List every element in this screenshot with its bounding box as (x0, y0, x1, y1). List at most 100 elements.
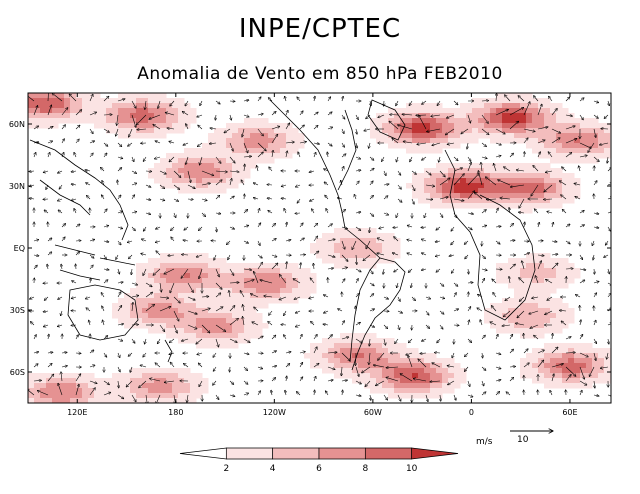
anomaly-cell (382, 363, 389, 369)
anomaly-cell (64, 388, 71, 394)
wind-vector (341, 180, 343, 186)
wind-vector (313, 125, 318, 130)
wind-vector (481, 269, 487, 270)
anomaly-cell (280, 273, 287, 279)
anomaly-cell (124, 123, 131, 129)
anomaly-cell (214, 278, 221, 284)
anomaly-cell (46, 398, 53, 403)
anomaly-cell (598, 353, 605, 359)
anomaly-cell (148, 93, 155, 99)
anomaly-cell (490, 183, 497, 189)
anomaly-cell (148, 293, 155, 299)
anomaly-cell (238, 298, 245, 304)
anomaly-cell (340, 233, 347, 239)
anomaly-cell (226, 333, 233, 339)
anomaly-cell (172, 263, 179, 269)
wind-vector (516, 170, 525, 171)
anomaly-cell (232, 173, 239, 179)
anomaly-cell (238, 333, 245, 339)
anomaly-cell (172, 388, 179, 394)
wind-vector (482, 380, 484, 386)
anomaly-cell (310, 243, 317, 249)
anomaly-cell (604, 373, 611, 379)
wind-vector (411, 282, 412, 288)
anomaly-cell (550, 288, 557, 294)
wind-vector (103, 225, 109, 227)
anomaly-cell (172, 278, 179, 284)
wind-vector (425, 297, 431, 299)
wind-vector (168, 255, 175, 256)
anomaly-cell (46, 393, 53, 399)
anomaly-cell (538, 308, 545, 314)
anomaly-cell (586, 368, 593, 374)
anomaly-cell (580, 368, 587, 374)
anomaly-cell (538, 353, 545, 359)
anomaly-cell (58, 398, 65, 403)
wind-vector (413, 379, 427, 382)
anomaly-cell (178, 278, 185, 284)
anomaly-cell (508, 323, 515, 329)
anomaly-cell (538, 323, 545, 329)
anomaly-cell (118, 318, 125, 324)
wind-vector (467, 191, 475, 200)
anomaly-cell (130, 93, 137, 99)
anomaly-cell (256, 138, 263, 144)
anomaly-cell (322, 353, 329, 359)
wind-vector (565, 366, 576, 376)
wind-vector (439, 282, 444, 286)
wind-vector (243, 156, 252, 157)
wind-vector (481, 366, 486, 371)
wind-vector (284, 310, 287, 316)
anomaly-cell (190, 338, 197, 344)
anomaly-cell (106, 378, 113, 384)
wind-vector (117, 142, 122, 147)
anomaly-cell (94, 383, 101, 389)
anomaly-cell (502, 163, 509, 169)
wind-vector (327, 254, 335, 257)
anomaly-cell (154, 283, 161, 289)
anomaly-cell (280, 278, 287, 284)
anomaly-cell (334, 368, 341, 374)
anomaly-cell (262, 133, 269, 139)
wind-vector (118, 268, 120, 274)
wind-vector (33, 105, 38, 116)
anomaly-cell (406, 138, 413, 144)
wind-vector (551, 108, 557, 116)
anomaly-cell (34, 373, 41, 379)
anomaly-cell (562, 118, 569, 124)
anomaly-cell (136, 313, 143, 319)
anomaly-cell (340, 333, 347, 339)
anomaly-cell (214, 298, 221, 304)
anomaly-cell (532, 123, 539, 129)
anomaly-cell (448, 388, 455, 394)
anomaly-cell (580, 363, 587, 369)
anomaly-cell (172, 268, 179, 274)
anomaly-cell (118, 93, 125, 99)
anomaly-cell (394, 348, 401, 354)
anomaly-cell (214, 168, 221, 174)
anomaly-cell (400, 393, 407, 399)
anomaly-cell (550, 178, 557, 184)
anomaly-cell (172, 168, 179, 174)
anomaly-cell (448, 118, 455, 124)
anomaly-cell (220, 188, 227, 194)
anomaly-cell (472, 163, 479, 169)
wind-vector (532, 297, 539, 298)
anomaly-cell (454, 133, 461, 139)
anomaly-cell (256, 263, 263, 269)
wind-vector (257, 223, 261, 228)
anomaly-cell (226, 338, 233, 344)
anomaly-cell (574, 348, 581, 354)
anomaly-cell (490, 313, 497, 319)
wind-vector (565, 115, 573, 116)
anomaly-cell (430, 363, 437, 369)
colorbar-segment (411, 447, 459, 460)
anomaly-cell (406, 108, 413, 114)
wind-vector (383, 184, 389, 185)
anomaly-cell (124, 103, 131, 109)
anomaly-cell (256, 133, 263, 139)
anomaly-cell (310, 278, 317, 284)
wind-vector (453, 100, 458, 105)
anomaly-cell (250, 283, 257, 289)
wind-vector (61, 125, 66, 130)
